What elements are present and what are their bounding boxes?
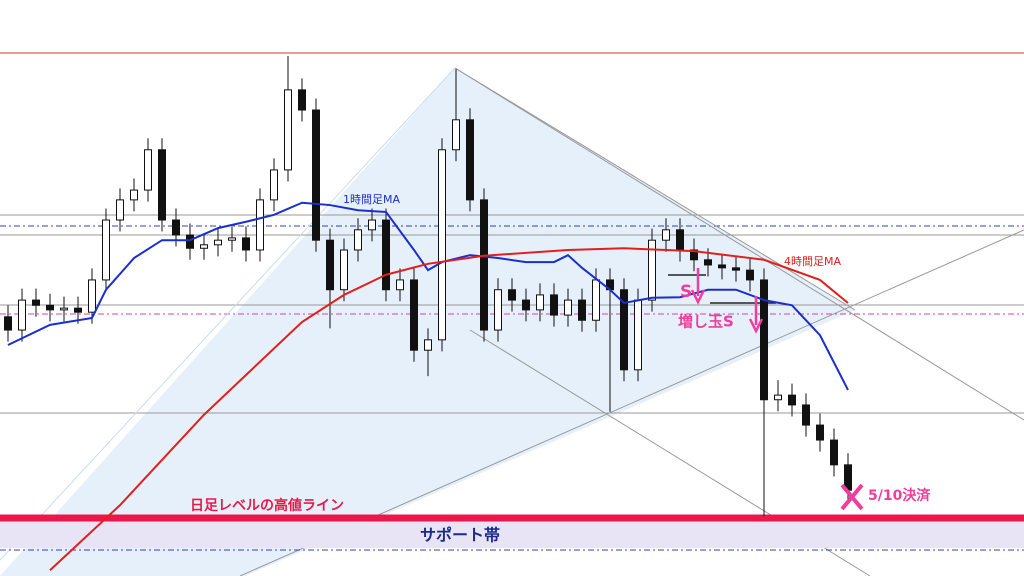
high-line-label: 日足レベルの高値ライン <box>190 497 344 514</box>
candle-down <box>508 289 516 301</box>
candle-down <box>46 304 54 311</box>
candles <box>4 55 852 517</box>
candle-down <box>550 294 558 316</box>
candle-down <box>410 279 418 351</box>
candle-down <box>802 404 810 426</box>
candle-down <box>172 219 180 236</box>
candle-up <box>662 229 670 241</box>
candle-up <box>774 394 782 401</box>
candle-down <box>578 299 586 321</box>
candle-down <box>312 109 320 241</box>
candle-up <box>564 299 572 316</box>
candle-down <box>4 316 12 331</box>
candle-up <box>396 279 404 291</box>
candle-down <box>704 259 712 266</box>
ma-label: 1時間足MA <box>343 193 400 206</box>
candle-down <box>480 199 488 331</box>
support-band <box>0 518 1024 548</box>
candle-down <box>466 119 474 201</box>
exit-mark <box>840 483 864 511</box>
candle-down <box>522 299 530 311</box>
arrow <box>748 296 764 334</box>
candle-up <box>144 149 152 191</box>
candle-down <box>74 307 82 313</box>
triangle-zone <box>0 68 855 576</box>
candle-up <box>60 307 68 311</box>
candle-up <box>116 199 124 221</box>
candle-down <box>830 439 838 466</box>
candle-up <box>200 244 208 249</box>
candle-up <box>130 189 138 201</box>
candle-down <box>382 219 390 291</box>
candle-down <box>690 249 698 261</box>
candle-down <box>242 237 250 251</box>
trend-line <box>454 67 856 311</box>
arrow <box>690 268 706 305</box>
drawing-tools <box>0 52 1024 576</box>
candle-up <box>494 289 502 331</box>
candle-down <box>326 239 334 291</box>
candle-up <box>256 199 264 251</box>
candle-up <box>284 89 292 171</box>
candle-down <box>298 89 306 111</box>
candle-up <box>592 279 600 321</box>
candle-up <box>536 294 544 311</box>
candle-up <box>228 237 236 241</box>
candle-down <box>746 269 754 281</box>
candle-down <box>788 394 796 406</box>
candle-down <box>186 234 194 249</box>
candle-up <box>102 219 110 281</box>
add-label: 増し玉S <box>678 313 734 331</box>
candle-down <box>620 289 628 371</box>
candle-up <box>368 219 376 231</box>
candle-up <box>340 249 348 291</box>
ma-label: 4時間足MA <box>784 255 841 268</box>
candle-up <box>634 299 642 371</box>
candle-up <box>452 119 460 151</box>
candle-up <box>214 239 222 246</box>
candle-down <box>732 267 740 271</box>
support-label: サポート帯 <box>420 526 500 545</box>
candle-up <box>354 229 362 251</box>
exit-label: 5/10決済 <box>868 487 931 504</box>
candle-down <box>718 264 726 269</box>
entry-label: S <box>680 282 692 302</box>
ma-line <box>49 247 849 571</box>
candle-up <box>424 339 432 351</box>
candle-up <box>88 279 96 313</box>
candle-down <box>32 299 40 306</box>
candle-down <box>676 229 684 251</box>
candle-up <box>438 149 446 341</box>
trend-line <box>454 67 1024 421</box>
candle-down <box>158 149 166 221</box>
trend-line <box>0 67 456 561</box>
candle-down <box>760 279 768 401</box>
annotations: S 増し玉S 日足レベルの高値ライン サポート帯 5/10決済 1時間足MA 4… <box>190 193 931 545</box>
candle-down <box>816 424 824 441</box>
candle-up <box>18 299 26 331</box>
candle-up <box>648 239 656 301</box>
candle-up <box>270 169 278 201</box>
